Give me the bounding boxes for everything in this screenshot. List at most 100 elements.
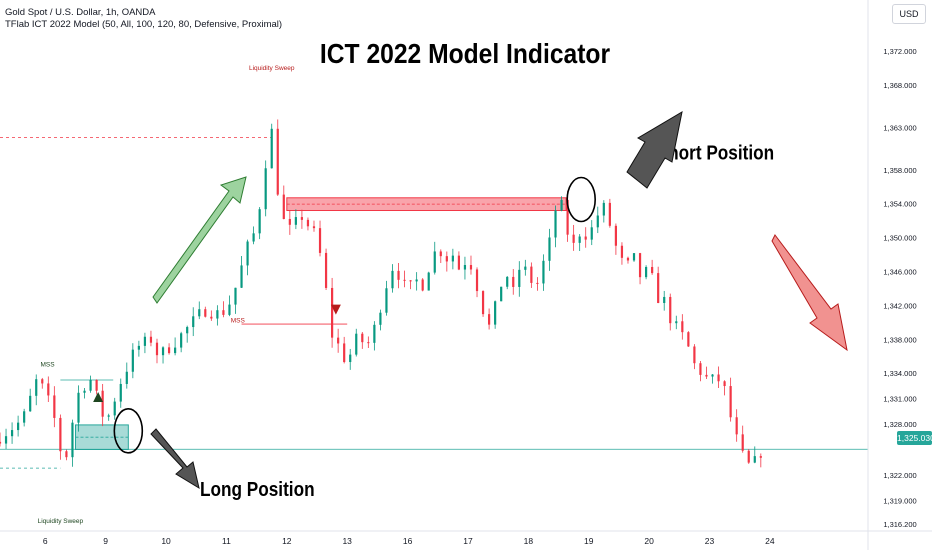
long-pointer-arrow-icon bbox=[150, 428, 200, 490]
candle-body bbox=[596, 215, 599, 228]
price-tick-label: 1,319.000 bbox=[883, 496, 916, 505]
candle-body bbox=[632, 253, 636, 261]
candle-body bbox=[282, 194, 285, 219]
indicator-settings[interactable]: TFlab ICT 2022 Model (50, All, 100, 120,… bbox=[5, 19, 283, 30]
time-tick-label: 23 bbox=[705, 536, 715, 546]
candle-body bbox=[747, 450, 750, 463]
candle-body bbox=[584, 236, 587, 240]
candle-body bbox=[192, 316, 195, 328]
candle-body bbox=[415, 279, 418, 282]
mss-down-triangle-icon bbox=[330, 304, 341, 315]
candle-body bbox=[89, 379, 92, 391]
price-tick-label: 1,346.000 bbox=[883, 268, 916, 277]
candle-body bbox=[524, 266, 527, 270]
candle-body bbox=[463, 265, 467, 270]
candle-body bbox=[306, 219, 310, 227]
candle-body bbox=[626, 257, 630, 261]
candle-body bbox=[312, 226, 316, 229]
time-tick-label: 17 bbox=[463, 536, 473, 546]
candle-body bbox=[137, 345, 140, 350]
candle-body bbox=[65, 451, 68, 458]
candle-body bbox=[180, 333, 183, 348]
long-entry-circle bbox=[113, 408, 144, 454]
candle-body bbox=[355, 333, 358, 355]
red-down-arrow-icon bbox=[771, 234, 848, 352]
candle-body bbox=[669, 296, 672, 324]
candle-body bbox=[294, 217, 297, 225]
candle-body bbox=[240, 265, 243, 288]
label-liquidity-sweep-top: Liquidity Sweep bbox=[249, 65, 295, 72]
candle-body bbox=[644, 266, 648, 278]
candle-body bbox=[457, 255, 461, 270]
candle-body bbox=[475, 269, 479, 292]
candle-body bbox=[349, 354, 352, 363]
candle-body bbox=[264, 168, 267, 210]
arrows-layer bbox=[150, 110, 848, 490]
time-tick-label: 24 bbox=[765, 536, 775, 546]
time-tick-label: 9 bbox=[103, 536, 108, 546]
price-tick-label: 1,342.000 bbox=[883, 301, 916, 310]
time-axis: 6 9 10 11 12 13 16 17 18 19 20 23 24 bbox=[0, 530, 932, 546]
candle-body bbox=[0, 441, 2, 444]
candle-body bbox=[620, 245, 624, 258]
label-short-position: Short Position bbox=[657, 141, 774, 164]
candle-body bbox=[693, 346, 696, 364]
candle-body bbox=[318, 228, 322, 253]
candle-body bbox=[572, 234, 575, 243]
time-tick-label: 6 bbox=[43, 536, 48, 546]
candle-body bbox=[270, 128, 273, 169]
candle-body bbox=[391, 270, 394, 289]
candle-body bbox=[608, 202, 611, 226]
candle-body bbox=[512, 276, 515, 287]
mss-up-triangle-icon bbox=[93, 391, 104, 402]
candle-body bbox=[518, 269, 521, 287]
candle-body bbox=[554, 210, 557, 238]
candle-body bbox=[4, 436, 8, 444]
candle-body bbox=[258, 209, 261, 234]
candle-body bbox=[445, 256, 448, 262]
candle-body bbox=[204, 309, 207, 317]
candle-body bbox=[481, 291, 485, 315]
candle-body bbox=[469, 265, 473, 270]
candle-body bbox=[186, 327, 189, 334]
candle-body bbox=[155, 342, 159, 356]
candle-body bbox=[71, 422, 74, 458]
reference-lines-layer bbox=[0, 137, 868, 469]
candle-body bbox=[276, 128, 279, 195]
candle-body bbox=[367, 342, 370, 344]
candle-body bbox=[246, 241, 249, 266]
candle-body bbox=[699, 363, 702, 375]
price-tick-label: 1,372.000 bbox=[883, 47, 916, 56]
candle-body bbox=[331, 287, 334, 338]
price-tick-label: 1,334.000 bbox=[883, 369, 916, 378]
currency-button[interactable]: USD bbox=[892, 4, 926, 24]
candle-body bbox=[548, 237, 551, 261]
candle-body bbox=[409, 280, 412, 282]
candle-body bbox=[705, 374, 708, 377]
candle-body bbox=[759, 456, 762, 458]
price-tick-label: 1,316.200 bbox=[883, 520, 916, 529]
candle-body bbox=[657, 273, 660, 303]
candle-body bbox=[343, 343, 346, 363]
candle-body bbox=[59, 417, 62, 452]
candle-body bbox=[324, 252, 328, 288]
candle-body bbox=[337, 337, 340, 344]
candle-body bbox=[47, 383, 50, 396]
time-tick-label: 11 bbox=[222, 536, 231, 546]
time-tick-label: 13 bbox=[342, 536, 352, 546]
candle-body bbox=[578, 236, 581, 243]
candle-body bbox=[101, 390, 104, 417]
label-mss-bullish: MSS bbox=[41, 361, 56, 368]
candle-body bbox=[560, 199, 563, 211]
zones-layer bbox=[74, 197, 567, 450]
candle-body bbox=[487, 314, 491, 325]
candle-body bbox=[421, 279, 424, 291]
candle-body bbox=[143, 336, 147, 346]
candle-body bbox=[216, 310, 219, 319]
candles-layer bbox=[0, 119, 762, 468]
candle-body bbox=[403, 279, 406, 281]
price-tick-label: 1,363.000 bbox=[883, 123, 916, 132]
candle-body bbox=[10, 430, 14, 437]
